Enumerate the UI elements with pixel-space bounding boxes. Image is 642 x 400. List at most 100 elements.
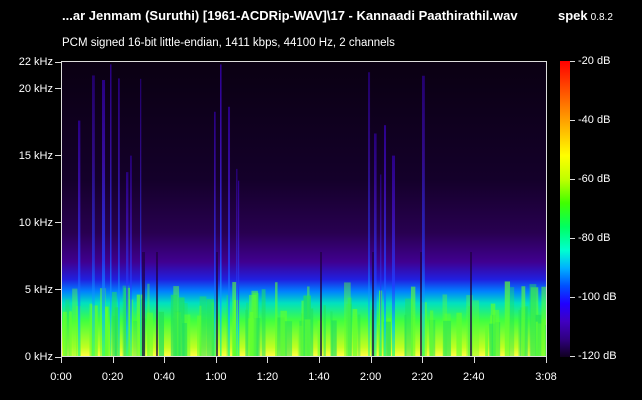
spectrogram-band-mark bbox=[405, 298, 413, 356]
spectrogram-band-mark bbox=[197, 315, 202, 356]
app-name-label: spek bbox=[558, 8, 588, 23]
colorbar-tick bbox=[570, 120, 575, 121]
spectrogram-transient bbox=[374, 133, 377, 356]
spectrogram-band-mark bbox=[178, 297, 185, 356]
y-tick bbox=[55, 222, 61, 224]
spectrogram-band-mark bbox=[114, 307, 120, 356]
app-version: 0.8.2 bbox=[590, 12, 613, 23]
spectrogram-transient bbox=[368, 72, 371, 356]
spectrogram-band-mark bbox=[472, 300, 480, 356]
spectrogram-band-mark bbox=[133, 320, 138, 356]
y-tick bbox=[55, 155, 61, 157]
spectrogram-transient bbox=[220, 64, 222, 356]
x-tick-label: 1:00 bbox=[205, 371, 227, 383]
spectrogram-band-mark bbox=[146, 312, 153, 356]
spectrogram-transient bbox=[92, 75, 95, 356]
spectrogram-band-mark bbox=[466, 295, 473, 356]
spectrogram-band-mark bbox=[104, 306, 109, 356]
x-tick bbox=[164, 357, 166, 363]
spectrogram-band-mark bbox=[352, 309, 358, 356]
spectrogram-band-mark bbox=[206, 299, 215, 356]
x-tick bbox=[318, 357, 320, 363]
x-tick-label: 3:08 bbox=[535, 371, 557, 383]
spectrogram-transient bbox=[78, 120, 81, 356]
spectrogram-band-mark bbox=[524, 306, 529, 356]
y-tick-label: 10 kHz bbox=[18, 216, 53, 229]
spectrogram-band-mark bbox=[147, 283, 150, 356]
audio-info: PCM signed 16-bit little-endian, 1411 kb… bbox=[62, 37, 395, 49]
spectrogram-band-mark bbox=[331, 320, 337, 356]
spectrogram-gap bbox=[470, 252, 472, 356]
x-tick-label: 1:20 bbox=[256, 371, 279, 383]
spectrogram-gap bbox=[320, 252, 322, 356]
spectrogram-band-mark bbox=[485, 325, 489, 356]
spectrogram-transient bbox=[130, 155, 132, 356]
spectrogram-transient bbox=[214, 111, 216, 356]
spectrogram-band-mark bbox=[140, 299, 143, 356]
spectrogram-gap bbox=[372, 252, 374, 356]
spectrogram-transient bbox=[238, 180, 240, 356]
spectrogram-band-mark bbox=[535, 321, 538, 356]
spectrogram-band-mark bbox=[72, 288, 78, 356]
spectrogram-band-mark bbox=[199, 305, 202, 356]
x-tick-label: 2:40 bbox=[463, 371, 485, 383]
spectrogram-plot[interactable] bbox=[61, 61, 547, 357]
y-tick-label: 20 kHz bbox=[18, 82, 53, 95]
spectrogram-band-mark bbox=[183, 314, 191, 356]
spectrogram-band-mark bbox=[182, 323, 187, 356]
x-tick bbox=[267, 357, 269, 363]
spectrogram-transient bbox=[110, 64, 112, 356]
spectrogram-band-mark bbox=[62, 311, 67, 356]
spectrogram-band-mark bbox=[347, 297, 352, 356]
spectrogram-transient bbox=[126, 172, 129, 356]
x-tick bbox=[370, 357, 372, 363]
spectrogram-band-mark bbox=[253, 317, 261, 356]
x-tick-label: 0:20 bbox=[101, 371, 124, 383]
spectrogram-transient bbox=[236, 168, 238, 356]
spectrogram-band-mark bbox=[404, 314, 407, 356]
spectrogram-band-mark bbox=[111, 291, 117, 356]
spectrogram-band-mark bbox=[535, 314, 542, 356]
spectrogram-band-mark bbox=[344, 282, 351, 356]
spectrogram-transient bbox=[392, 155, 395, 356]
spectrogram-gap bbox=[156, 252, 158, 356]
spectrogram-band-mark bbox=[65, 299, 70, 356]
spectrogram-band-mark bbox=[530, 287, 539, 356]
x-tick bbox=[473, 357, 475, 363]
spectrogram-band-mark bbox=[297, 325, 303, 356]
y-tick-label: 22 kHz bbox=[18, 56, 53, 68]
spectrogram-band-mark bbox=[509, 287, 515, 356]
spectrogram-band-mark bbox=[170, 294, 178, 356]
spectrogram-band-mark bbox=[456, 312, 462, 356]
spectrogram-band-mark bbox=[310, 308, 314, 356]
spectrogram-band-mark bbox=[521, 286, 526, 356]
spectrogram-band-mark bbox=[226, 295, 230, 356]
y-tick-label: 15 kHz bbox=[18, 149, 53, 162]
colorbar-tick bbox=[570, 297, 575, 298]
y-tick-label: 0 kHz bbox=[24, 351, 53, 363]
x-tick bbox=[422, 357, 424, 363]
y-tick bbox=[55, 289, 61, 291]
spectrogram-band-mark bbox=[545, 324, 546, 356]
spectrogram-gap bbox=[420, 252, 422, 356]
x-tick-label: 0:40 bbox=[153, 371, 175, 383]
colorbar-tick-label: -80 dB bbox=[578, 232, 611, 244]
spectrogram-band-mark bbox=[504, 281, 511, 356]
spectrogram-transient bbox=[384, 125, 387, 356]
spectrogram-streaks bbox=[62, 64, 546, 356]
x-tick-label: 0:00 bbox=[50, 371, 72, 383]
spectrogram-band-mark bbox=[443, 320, 452, 356]
y-tick bbox=[55, 61, 61, 63]
spectrogram-band-mark bbox=[357, 314, 361, 356]
spectrogram-band-mark bbox=[538, 323, 542, 356]
colorbar-tick bbox=[570, 238, 575, 239]
spectrogram-band-mark bbox=[410, 286, 416, 356]
spectrogram-band-mark bbox=[541, 319, 546, 356]
spectrogram-band-mark bbox=[383, 321, 391, 356]
spectrogram-band-mark bbox=[518, 310, 522, 356]
spectrogram-band-mark bbox=[304, 319, 311, 356]
spectrogram-band-mark bbox=[107, 325, 111, 356]
spectrogram-transient bbox=[102, 80, 106, 356]
colorbar-tick-label: -100 dB bbox=[578, 291, 617, 303]
x-tick bbox=[215, 357, 217, 363]
